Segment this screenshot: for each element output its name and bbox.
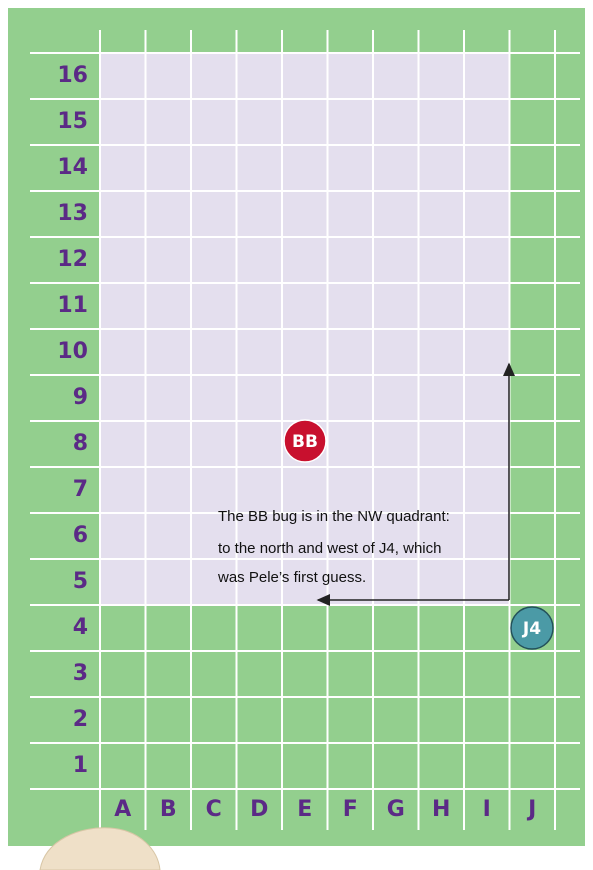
row-label: 5 — [73, 569, 88, 594]
column-label: B — [160, 797, 177, 822]
bb-label: BB — [292, 432, 318, 452]
row-label: 7 — [73, 477, 88, 502]
column-label: H — [432, 797, 450, 822]
row-label: 11 — [57, 293, 88, 318]
j4-label: J4 — [522, 619, 541, 639]
row-label: 10 — [57, 339, 88, 364]
row-label: 1 — [73, 753, 88, 778]
game-board: 16151413121110987654321ABCDEFGHIJ BB J4 … — [0, 0, 593, 870]
column-label: I — [483, 797, 491, 822]
note-line: The BB bug is in the NW quadrant: — [218, 508, 450, 525]
row-label: 12 — [57, 247, 88, 272]
row-label: 9 — [73, 385, 88, 410]
column-label: E — [297, 797, 312, 822]
column-label: C — [206, 797, 222, 822]
note-line: was Pele’s first guess. — [217, 569, 366, 586]
row-label: 2 — [73, 707, 88, 732]
column-label: J — [526, 797, 536, 822]
column-label: G — [387, 797, 405, 822]
row-label: 14 — [57, 155, 88, 180]
column-label: F — [343, 797, 358, 822]
page: {"board": { "rows": ["16", "15", "14", "… — [0, 0, 593, 870]
row-label: 15 — [57, 109, 88, 134]
row-label: 8 — [73, 431, 88, 456]
row-label: 13 — [57, 201, 88, 226]
note-line: to the north and west of J4, which — [218, 540, 441, 557]
row-label: 16 — [57, 63, 88, 88]
column-label: A — [114, 797, 131, 822]
row-label: 6 — [73, 523, 88, 548]
column-label: D — [250, 797, 268, 822]
row-label: 4 — [73, 615, 88, 640]
row-label: 3 — [73, 661, 88, 686]
